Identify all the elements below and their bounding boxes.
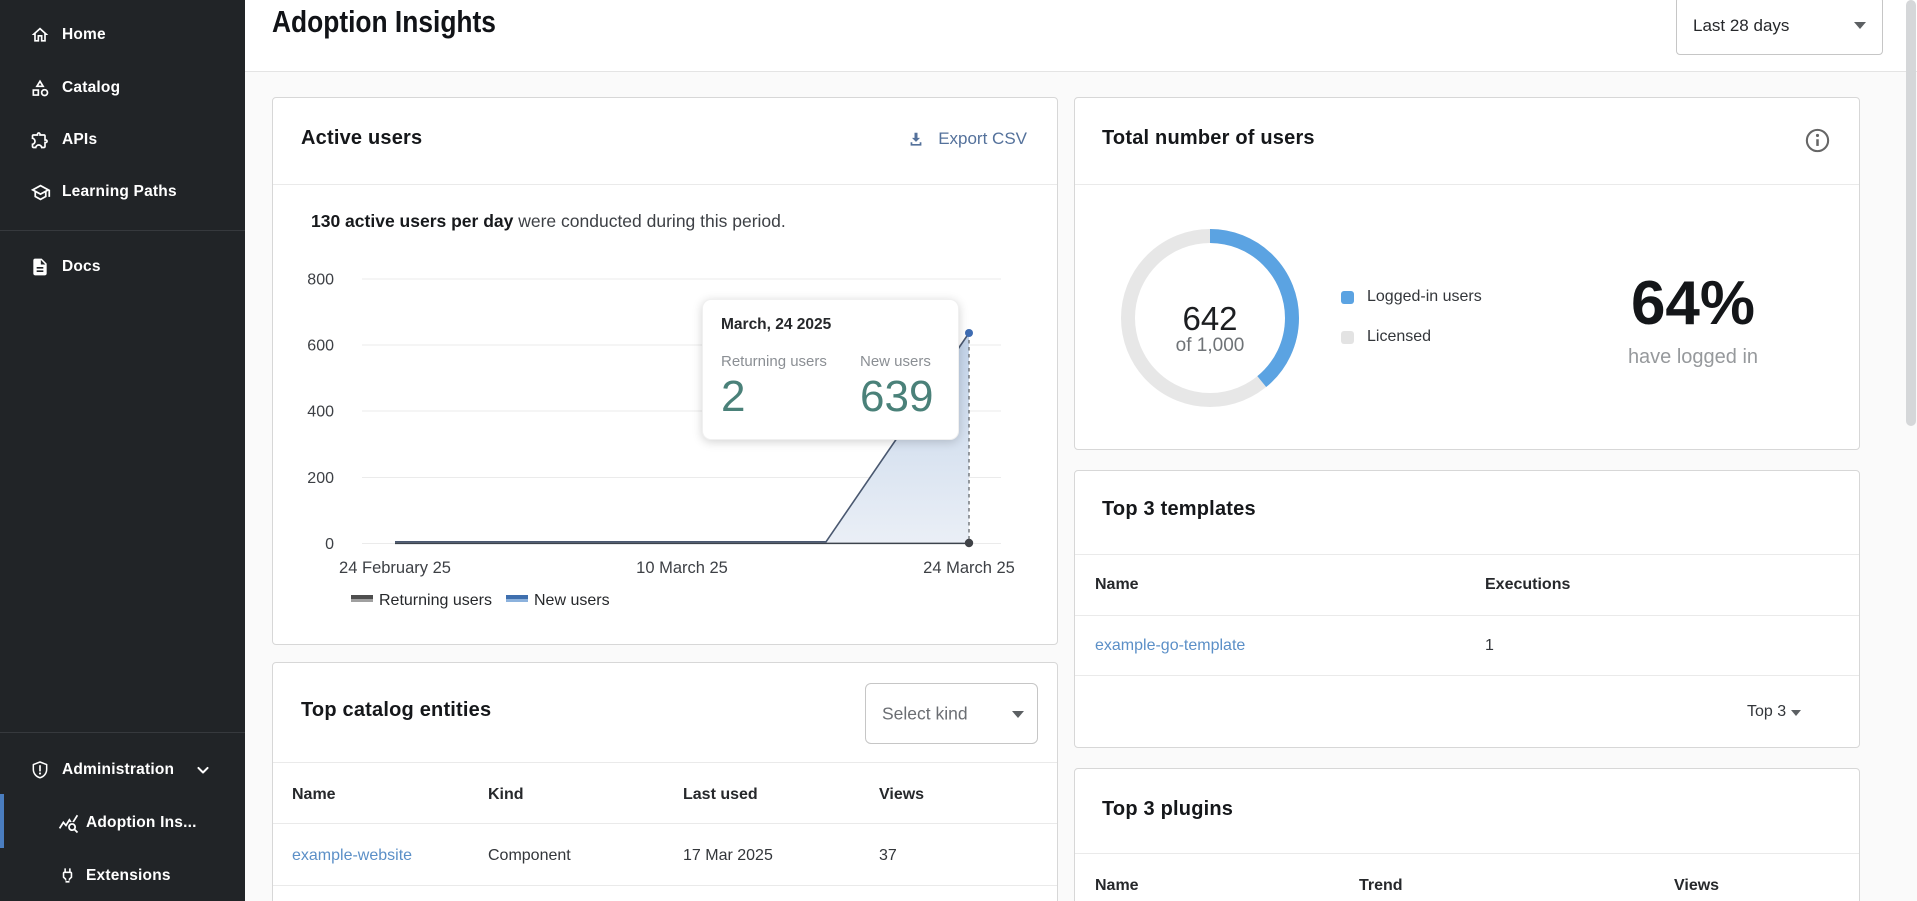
svg-text:24 February 25: 24 February 25 xyxy=(339,559,451,577)
svg-text:0: 0 xyxy=(325,536,334,553)
svg-text:New users: New users xyxy=(534,592,610,609)
svg-text:Returning users: Returning users xyxy=(379,592,492,609)
svg-text:24 March 25: 24 March 25 xyxy=(923,559,1015,577)
svg-text:200: 200 xyxy=(307,470,334,487)
svg-text:400: 400 xyxy=(307,404,334,421)
svg-text:800: 800 xyxy=(307,272,334,289)
svg-text:10 March 25: 10 March 25 xyxy=(636,559,728,577)
svg-text:600: 600 xyxy=(307,338,334,355)
